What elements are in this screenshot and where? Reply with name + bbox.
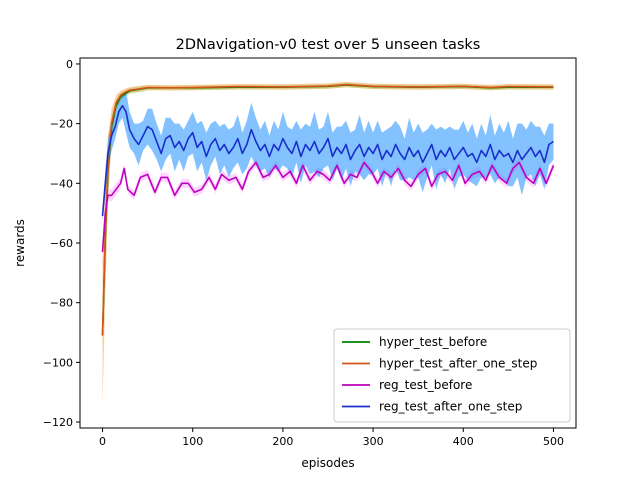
y-tick-label: −100 — [43, 356, 73, 369]
series-lines — [101, 83, 555, 336]
x-tick-label: 500 — [543, 435, 564, 448]
y-tick-label: −80 — [50, 297, 73, 310]
y-tick-label: −40 — [50, 177, 73, 190]
y-tick-label: 0 — [66, 58, 73, 71]
y-tick-label: −60 — [50, 237, 73, 250]
y-axis-label: rewards — [13, 219, 27, 267]
x-tick-label: 400 — [453, 435, 474, 448]
legend-label: hyper_test_before — [379, 335, 487, 349]
x-tick-label: 300 — [363, 435, 384, 448]
legend-label: reg_test_before — [379, 378, 472, 392]
band-reg_test_after_one_step — [102, 90, 554, 223]
y-tick-label: −120 — [43, 416, 73, 429]
series-line-reg_test_after_one_step — [101, 104, 554, 217]
legend-label: hyper_test_after_one_step — [379, 357, 537, 371]
x-axis: 0 100 200 300 400 500 — [99, 428, 564, 448]
y-tick-label: −20 — [50, 118, 73, 131]
chart-title: 2DNavigation-v0 test over 5 unseen tasks — [176, 37, 481, 53]
legend-box — [333, 328, 571, 423]
legend: hyper_test_before hyper_test_after_one_st… — [333, 328, 571, 423]
y-axis: 0 −20 −40 −60 −80 −100 −120 — [43, 58, 80, 429]
legend-label: reg_test_after_one_step — [379, 400, 522, 414]
series-line-hyper_test_after_one_step — [101, 83, 554, 336]
x-tick-label: 0 — [99, 435, 106, 448]
x-axis-label: episodes — [301, 456, 354, 470]
x-tick-label: 100 — [182, 435, 203, 448]
series-line-reg_test_before — [101, 161, 555, 253]
plot-frame — [79, 57, 577, 429]
x-tick-label: 200 — [272, 435, 293, 448]
